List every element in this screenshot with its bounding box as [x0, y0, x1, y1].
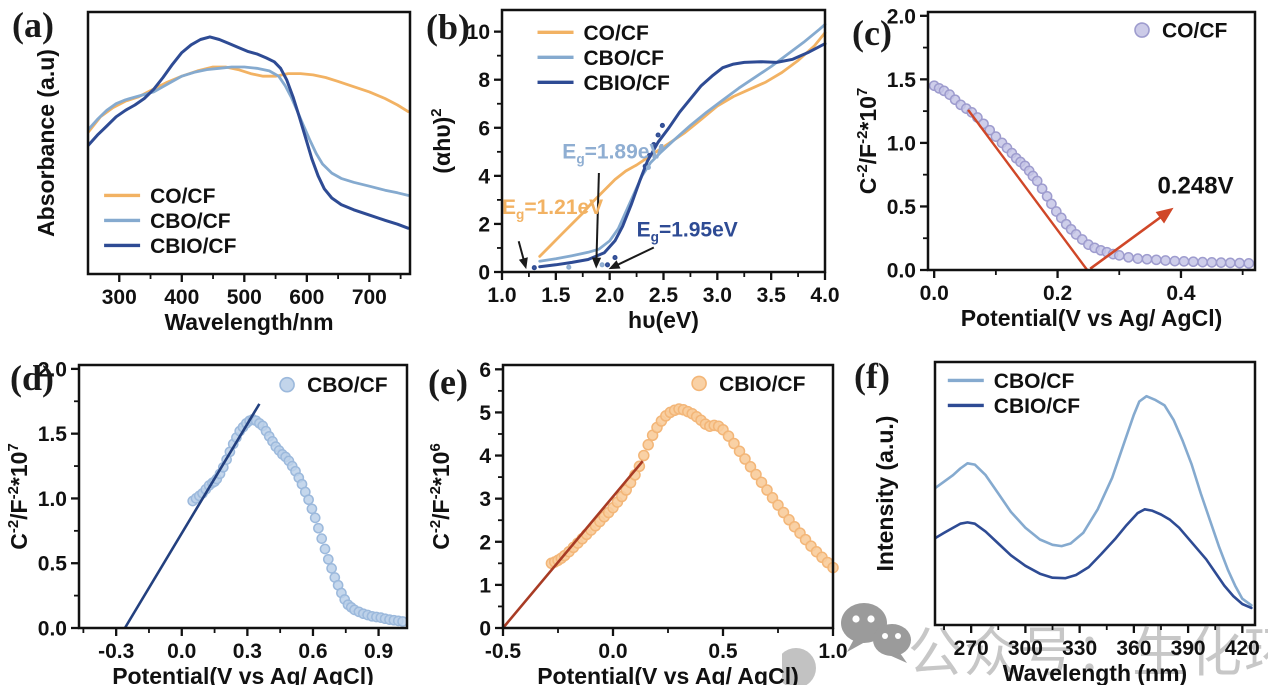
svg-text:1.0: 1.0 [818, 640, 847, 663]
svg-text:6: 6 [478, 117, 490, 140]
svg-text:CO/CF: CO/CF [584, 22, 650, 45]
svg-text:0.3: 0.3 [233, 640, 262, 663]
svg-text:0.4: 0.4 [1166, 282, 1196, 305]
svg-text:C-2/F-2*107: C-2/F-2*107 [854, 88, 881, 195]
svg-text:0.0: 0.0 [598, 640, 627, 663]
svg-text:4.0: 4.0 [810, 284, 839, 307]
panel-d-label: (d) [10, 358, 54, 398]
svg-text:CO/CF: CO/CF [150, 185, 216, 208]
svg-text:0.5: 0.5 [887, 196, 917, 219]
chart-b-tauc-plot: Eg=1.89eV Eg=1.21eV Eg=1.95eV 1.0 1.5 2.0 2.5 3… [428, 8, 840, 333]
svg-text:300: 300 [102, 286, 137, 309]
chart-f-pl-intensity: 270 300 330 360 390 420 Wavelength (nm) Intensi… [872, 360, 1260, 685]
svg-text:5: 5 [479, 402, 491, 425]
panel-c-label: (c) [852, 13, 892, 53]
chart-e-mott-schottky-cbio-cf: -0.5 0.0 0.5 1.0 0 1 2 3 4 5 6 Potential(V vs Ag/ A… [427, 359, 848, 685]
svg-text:CBIO/CF: CBIO/CF [584, 72, 671, 95]
panel-c: (c) 0.248V 0.0 0.2 0.4 0.0 0.5 1.0 1.5 2.0 Potent… [850, 0, 1268, 340]
svg-text:-0.3: -0.3 [98, 640, 134, 663]
svg-text:(αhυ)2: (αhυ)2 [428, 108, 455, 173]
svg-text:Eg=1.89eV: Eg=1.89eV [562, 141, 663, 167]
svg-text:0.248V: 0.248V [1158, 173, 1234, 200]
chart-a-uvvis-absorbance: 300 400 500 600 700 Wavelength/nm Absorbance (… [33, 10, 412, 335]
svg-text:0.5: 0.5 [708, 640, 738, 663]
panel-a-label: (a) [12, 5, 54, 45]
svg-text:Intensity (a.u.): Intensity (a.u.) [872, 416, 898, 572]
svg-text:Potential(V vs Ag/ AgCl): Potential(V vs Ag/ AgCl) [112, 663, 374, 685]
panel-b: (b) Eg=1.89eV Eg=1.21eV Eg=1.95eV 1.0 1.5 2.0… [422, 0, 850, 340]
svg-text:4: 4 [479, 445, 491, 468]
panel-a: (a) 300 400 500 600 700 Wavelength/nm Absorban… [0, 0, 422, 340]
svg-text:1.5: 1.5 [541, 284, 571, 307]
svg-text:330: 330 [1062, 637, 1097, 660]
svg-text:8: 8 [478, 69, 490, 92]
svg-text:hυ(eV): hυ(eV) [628, 307, 699, 333]
svg-text:Wavelength (nm): Wavelength (nm) [1003, 660, 1187, 685]
svg-text:0: 0 [478, 262, 490, 285]
svg-text:CBIO/CF: CBIO/CF [994, 395, 1081, 418]
svg-text:CBO/CF: CBO/CF [150, 210, 231, 233]
svg-text:10: 10 [467, 21, 490, 44]
panel-e: (e) -0.5 0.0 0.5 1.0 0 1 2 3 4 5 6 Potential(V vs A… [422, 345, 850, 685]
panel-d: (d) -0.3 0.0 0.3 0.6 0.9 0.0 0.5 1.0 1.5 2.0 Poten… [0, 345, 422, 685]
svg-text:1.0: 1.0 [487, 284, 516, 307]
svg-text:3.5: 3.5 [757, 284, 787, 307]
svg-text:Eg=1.21eV: Eg=1.21eV [502, 196, 603, 222]
chart-d-mott-schottky-cbo-cf: -0.3 0.0 0.3 0.6 0.9 0.0 0.5 1.0 1.5 2.0 Potential… [5, 358, 409, 685]
svg-text:CBIO/CF: CBIO/CF [719, 373, 806, 396]
svg-text:2: 2 [479, 531, 491, 554]
svg-text:300: 300 [1008, 637, 1043, 660]
svg-text:700: 700 [352, 286, 387, 309]
svg-text:0.0: 0.0 [920, 282, 949, 305]
svg-text:0.2: 0.2 [1043, 282, 1072, 305]
svg-text:0.0: 0.0 [38, 618, 67, 641]
svg-text:Eg=1.95eV: Eg=1.95eV [637, 218, 738, 244]
svg-text:0.5: 0.5 [38, 553, 68, 576]
svg-text:270: 270 [954, 637, 989, 660]
svg-text:2.0: 2.0 [595, 284, 624, 307]
chart-c-mott-schottky-co-cf: 0.248V 0.0 0.2 0.4 0.0 0.5 1.0 1.5 2.0 Potential(… [854, 5, 1257, 331]
svg-text:CBO/CF: CBO/CF [584, 47, 665, 70]
svg-text:2: 2 [478, 213, 490, 236]
svg-text:420: 420 [1225, 637, 1260, 660]
panel-e-label: (e) [428, 362, 468, 402]
svg-text:Absorbance (a.u): Absorbance (a.u) [33, 49, 59, 237]
svg-text:1.0: 1.0 [38, 488, 67, 511]
svg-text:6: 6 [479, 359, 491, 382]
svg-text:-0.5: -0.5 [485, 640, 522, 663]
svg-text:1.5: 1.5 [38, 423, 68, 446]
svg-text:0.9: 0.9 [364, 640, 393, 663]
svg-text:0.0: 0.0 [887, 260, 916, 283]
svg-text:0.0: 0.0 [167, 640, 196, 663]
panel-f: (f) 270 300 330 360 390 420 Wavelength (nm) Int… [850, 345, 1268, 685]
svg-text:400: 400 [164, 286, 199, 309]
svg-text:Wavelength/nm: Wavelength/nm [164, 309, 333, 335]
svg-text:CBIO/CF: CBIO/CF [150, 235, 237, 258]
svg-text:C-2/F-2*106: C-2/F-2*106 [427, 443, 454, 550]
svg-text:2.5: 2.5 [649, 284, 679, 307]
svg-text:CBO/CF: CBO/CF [994, 370, 1075, 393]
svg-text:C-2/F-2*107: C-2/F-2*107 [5, 443, 32, 550]
panel-f-label: (f) [854, 356, 890, 396]
svg-text:Potential(V vs Ag/ AgCl): Potential(V vs Ag/ AgCl) [961, 305, 1223, 331]
svg-text:500: 500 [227, 286, 262, 309]
panel-b-label: (b) [426, 7, 470, 47]
svg-text:3.0: 3.0 [703, 284, 732, 307]
svg-text:600: 600 [289, 286, 324, 309]
svg-text:1: 1 [479, 574, 491, 597]
svg-text:3: 3 [479, 488, 491, 511]
svg-text:390: 390 [1171, 637, 1206, 660]
svg-text:Potential(V vs Ag/ AgCl): Potential(V vs Ag/ AgCl) [537, 663, 799, 685]
svg-text:0.6: 0.6 [298, 640, 327, 663]
svg-text:CBO/CF: CBO/CF [307, 374, 388, 397]
svg-text:1.0: 1.0 [887, 132, 916, 155]
svg-text:0: 0 [479, 618, 491, 641]
svg-text:CO/CF: CO/CF [1162, 20, 1228, 43]
svg-text:360: 360 [1116, 637, 1151, 660]
svg-text:4: 4 [478, 165, 490, 188]
svg-text:1.5: 1.5 [887, 69, 917, 92]
svg-text:2.0: 2.0 [887, 5, 916, 28]
svg-text:2.0: 2.0 [38, 358, 67, 381]
